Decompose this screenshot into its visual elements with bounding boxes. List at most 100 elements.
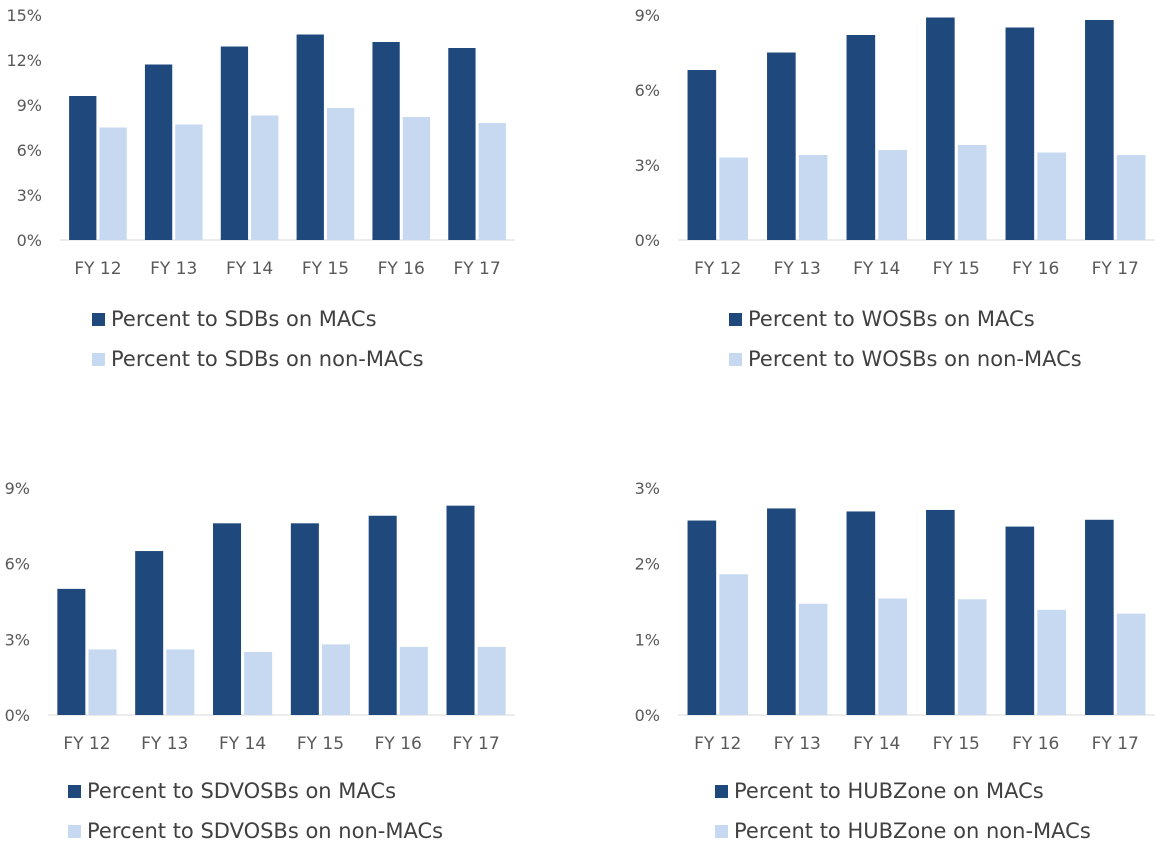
bar-non-macs [326,108,355,240]
bar-non-macs [878,150,907,240]
y-tick-label: 0% [5,706,30,725]
bar-non-macs [402,117,431,240]
bar-chart-wosbs: 0% 3% 6% 9% FY 12 FY 13 FY 14 FY 15 FY 16 FY 17 [635,6,1155,279]
bar-non-macs [88,649,117,715]
bar-non-macs [719,157,748,240]
bar-macs [69,96,97,240]
chart-panel-sdbs: 0% 3% 6% 9% 12% 15% FY 12 FY 13 FY 14 FY 15 FY 16 F… [0,0,540,390]
x-tick-label: FY 17 [1092,259,1139,279]
x-tick-label: FY 15 [297,734,344,754]
legend-item-macs: Percent to SDBs on MACs [92,304,424,334]
legend-swatch-macs [715,784,728,798]
bar-macs [926,509,955,715]
bar-macs [57,588,86,715]
chart-panel-sdvosbs: 0% 3% 6% 9% FY 12 FY 13 FY 14 FY 15 FY 16 FY 17 P… [0,470,540,854]
bar-macs [135,551,164,715]
bar-macs [846,511,876,715]
legend-item-non-macs: Percent to WOSBs on non-MACs [729,344,1082,374]
x-tick-label: FY 12 [74,259,121,279]
y-tick-label: 6% [17,141,42,160]
x-tick-label: FY 16 [375,734,422,754]
legend-label: Percent to HUBZone on MACs [734,779,1044,803]
bar-macs [1005,27,1035,240]
legend-hubzone: Percent to HUBZone on MACs Percent to HU… [715,776,1091,856]
bar-macs [926,17,955,240]
legend-item-macs: Percent to WOSBs on MACs [729,304,1082,334]
legend-wosbs: Percent to WOSBs on MACs Percent to WOSB… [729,304,1082,384]
bar-chart-sdbs: 0% 3% 6% 9% 12% 15% FY 12 FY 13 FY 14 FY 15 FY 16 F… [6,6,515,279]
x-tick-label: FY 15 [302,259,349,279]
bar-non-macs [478,123,506,240]
x-tick-label: FY 13 [150,259,197,279]
bar-non-macs [477,646,506,715]
legend-swatch-macs [92,312,105,326]
y-tick-label: 0% [17,231,42,250]
x-tick-label: FY 15 [933,259,980,279]
legend-label: Percent to SDBs on MACs [111,307,377,331]
legend-label: Percent to SDBs on non-MACs [111,347,424,371]
bar-macs [144,64,173,240]
bar-non-macs [251,115,279,240]
x-tick-label: FY 13 [774,734,821,754]
bar-macs [1005,526,1035,715]
x-tick-label: FY 12 [694,259,741,279]
legend-label: Percent to HUBZone on non-MACs [734,819,1091,843]
bar-chart-hubzone: 0% 1% 2% 3% FY 12 FY 13 FY 14 FY 15 FY 16 FY 17 [635,479,1155,754]
x-tick-label: FY 13 [774,259,821,279]
bar-non-macs [244,651,273,715]
y-tick-label: 9% [5,479,30,498]
y-tick-label: 1% [635,630,660,649]
y-tick-label: 0% [635,706,660,725]
chart-panel-wosbs: 0% 3% 6% 9% FY 12 FY 13 FY 14 FY 15 FY 16 FY 17 P… [620,0,1164,390]
bar-macs [1085,20,1114,240]
bar-non-macs [878,598,907,715]
bar-non-macs [99,127,127,240]
y-tick-label: 9% [17,96,42,115]
bar-macs [767,52,796,240]
x-tick-label: FY 14 [226,259,273,279]
chart-panel-hubzone: 0% 1% 2% 3% FY 12 FY 13 FY 14 FY 15 FY 16 FY 17 P… [620,470,1164,854]
x-tick-label: FY 17 [452,734,499,754]
x-tick-label: FY 16 [1012,734,1059,754]
legend-swatch-macs [729,312,742,326]
y-tick-label: 3% [5,630,30,649]
x-tick-label: FY 13 [141,734,188,754]
legend-sdbs: Percent to SDBs on MACs Percent to SDBs … [92,304,424,384]
bar-macs [687,520,717,715]
y-tick-label: 6% [5,555,30,574]
bar-non-macs [719,574,748,715]
y-tick-label: 12% [6,51,42,70]
legend-item-non-macs: Percent to SDBs on non-MACs [92,344,424,374]
bar-macs [213,523,242,715]
bar-chart-sdvosbs: 0% 3% 6% 9% FY 12 FY 13 FY 14 FY 15 FY 16 FY 17 [5,479,515,754]
y-tick-label: 3% [635,479,660,498]
legend-swatch-non-macs [92,352,105,366]
bar-non-macs [175,124,203,240]
x-tick-label: FY 15 [933,734,980,754]
bar-macs [1085,519,1114,715]
bar-non-macs [321,644,350,715]
legend-item-macs: Percent to SDVOSBs on MACs [68,776,443,806]
bar-macs [446,505,475,715]
bar-non-macs [1037,152,1066,240]
x-tick-label: FY 14 [853,734,900,754]
x-tick-label: FY 12 [694,734,741,754]
bar-non-macs [166,649,195,715]
bar-non-macs [399,646,428,715]
legend-swatch-macs [68,784,81,798]
legend-item-non-macs: Percent to SDVOSBs on non-MACs [68,816,443,846]
bar-macs [372,42,400,240]
y-tick-label: 15% [6,6,42,25]
legend-label: Percent to WOSBs on non-MACs [748,347,1082,371]
bar-non-macs [957,599,987,715]
bar-non-macs [798,155,828,240]
x-tick-label: FY 12 [63,734,110,754]
bar-macs [296,34,324,240]
legend-label: Percent to SDVOSBs on non-MACs [87,819,444,843]
y-tick-label: 2% [635,555,660,574]
x-tick-label: FY 17 [453,259,500,279]
bar-non-macs [957,145,987,240]
legend-swatch-non-macs [68,824,81,838]
y-tick-label: 3% [17,186,42,205]
x-tick-label: FY 14 [853,259,900,279]
